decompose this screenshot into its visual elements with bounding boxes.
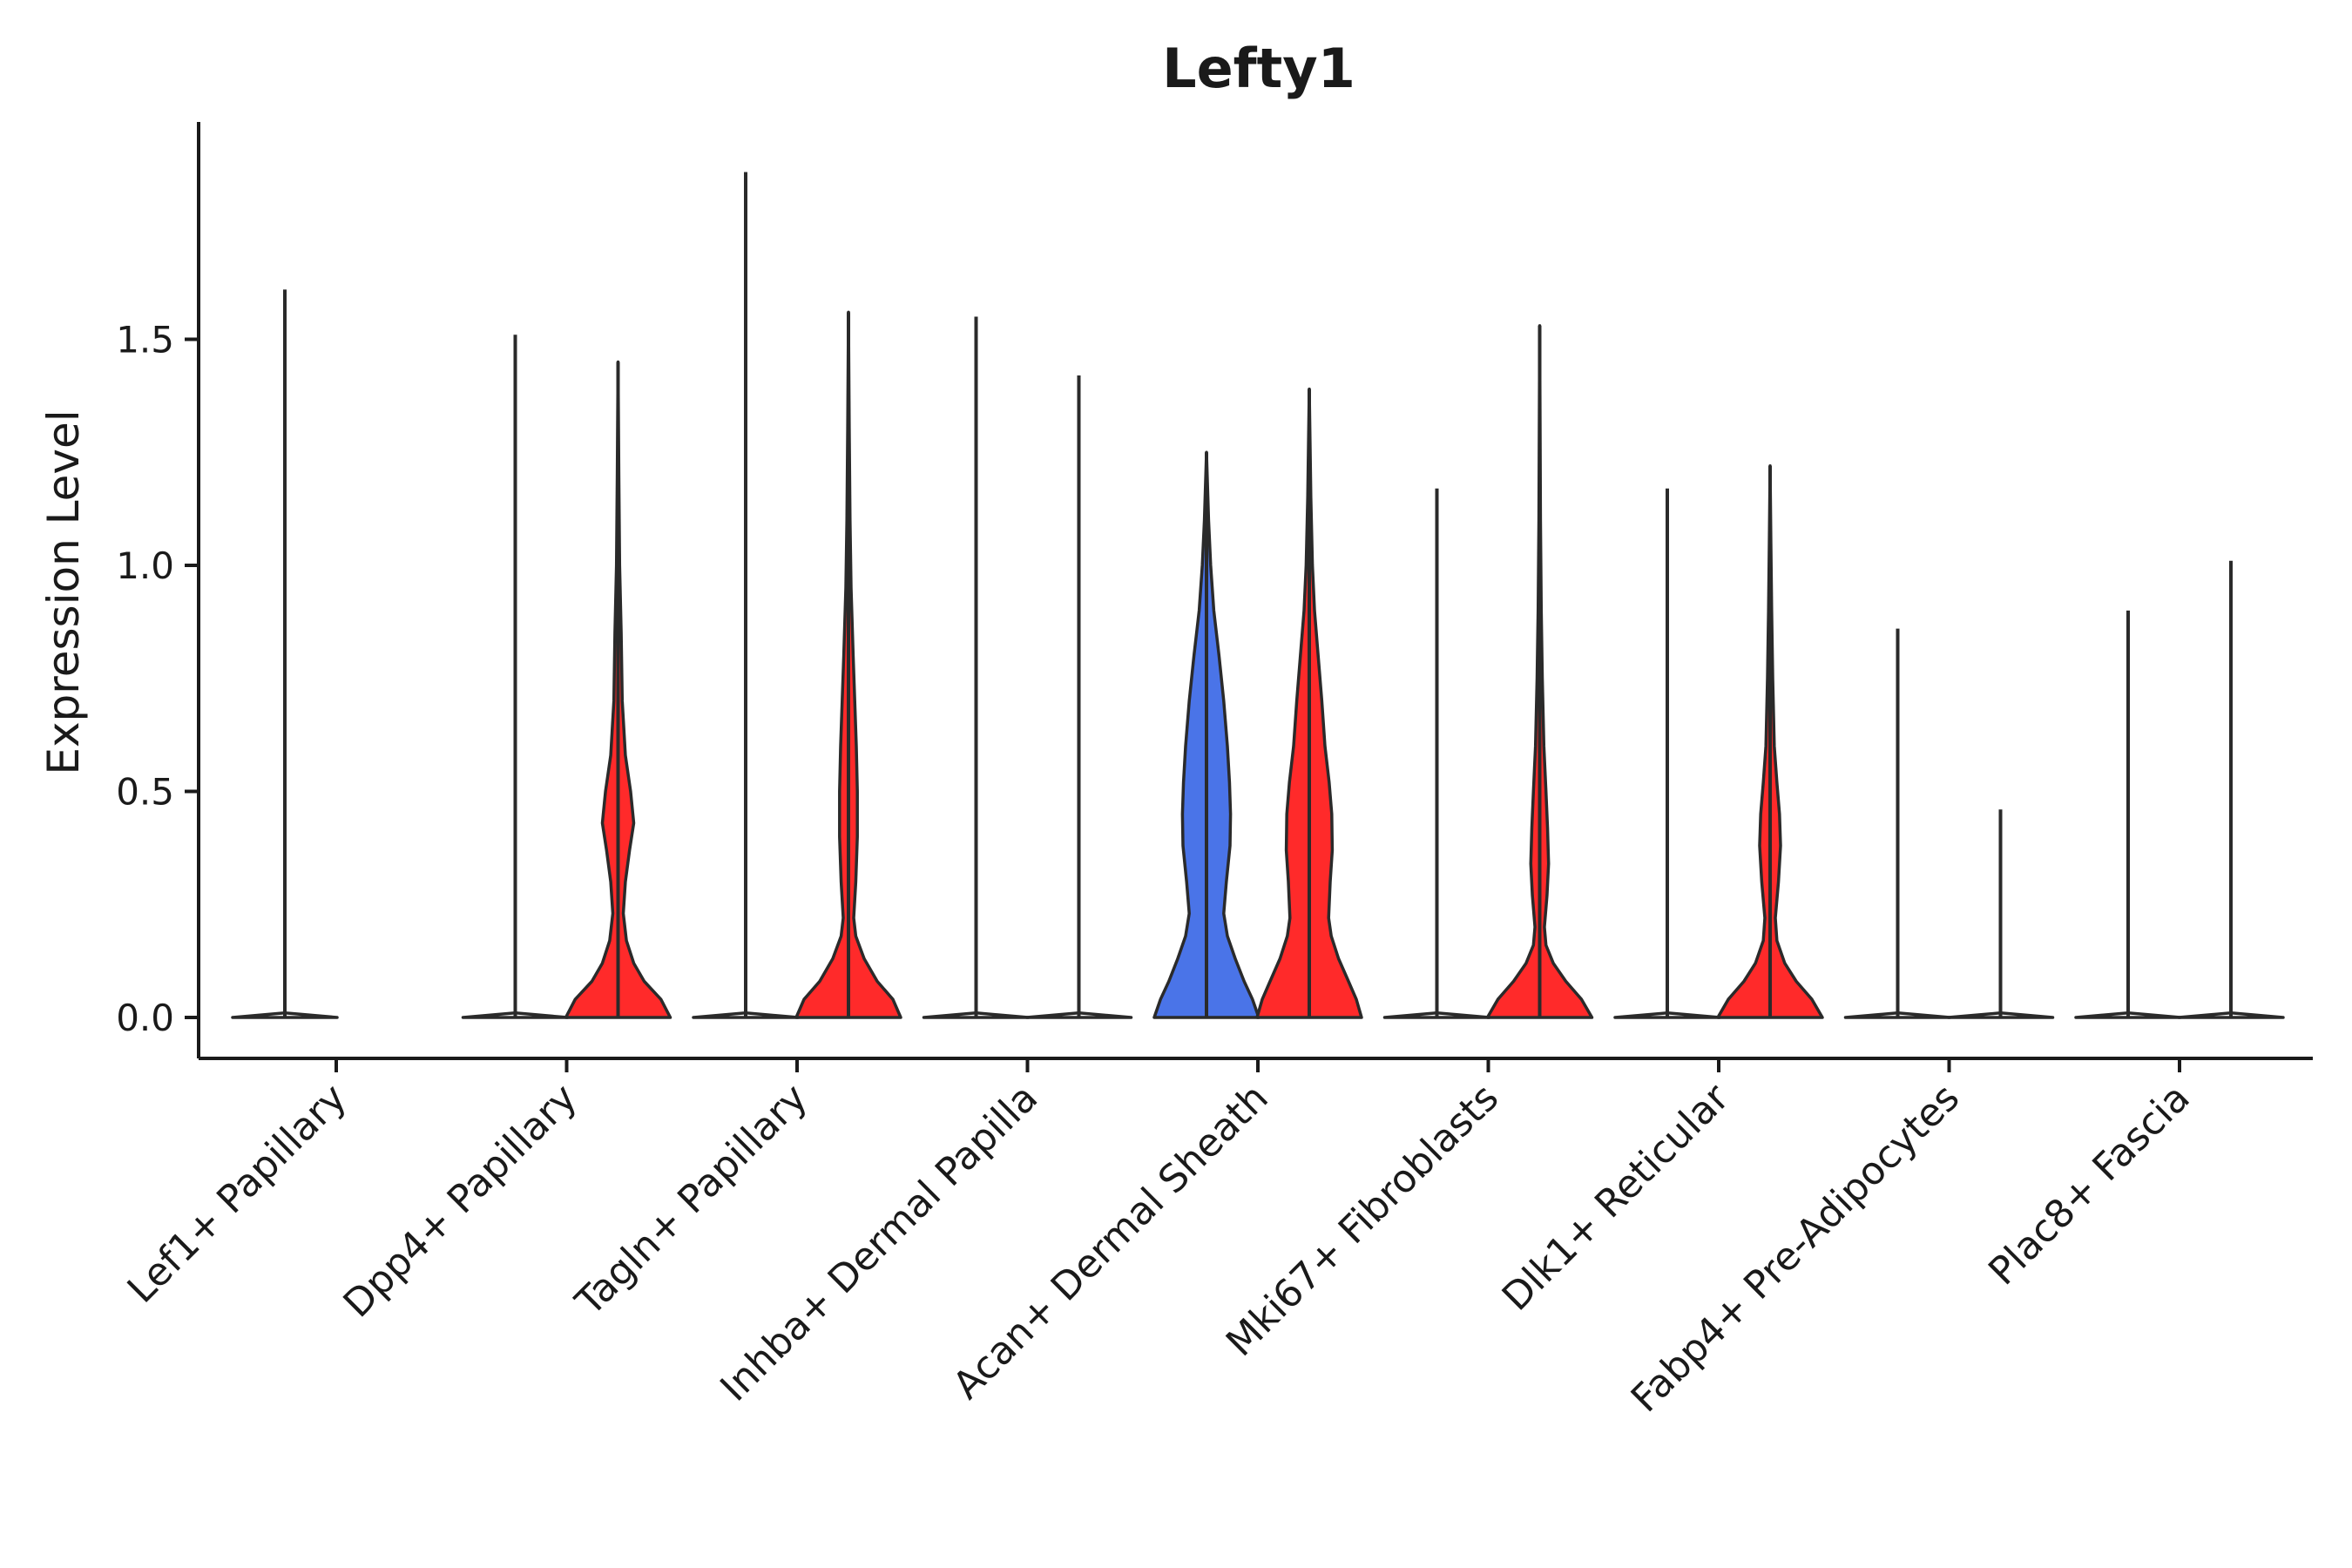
chart-title: Lefty1 (1162, 37, 1355, 100)
y-tick-label: 0.5 (116, 771, 174, 814)
y-ticks-layer: 0.0 0.5 1.0 1.5 (116, 319, 199, 1039)
violins-layer (231, 310, 2285, 1019)
axes-layer (197, 122, 2313, 1060)
y-tick-label: 0.0 (116, 997, 174, 1039)
whiskers-layer (283, 172, 2233, 1017)
x-tick-label-lef1-papillary: Lef1+ Papillary (119, 1076, 355, 1312)
y-axis-label: Expression Level (38, 409, 89, 774)
x-tick-label-dlk1-reticular: Dlk1+ Reticular (1494, 1075, 1739, 1320)
x-tick-label-tagln-papillary: Tagln+ Papillary (567, 1076, 816, 1325)
x-tick-label-plac8-fascia: Plac8+ Fascia (1980, 1076, 2199, 1294)
y-tick-label: 1.0 (116, 544, 174, 587)
x-tick-label-dpp4-papillary: Dpp4+ Papillary (335, 1076, 586, 1327)
y-tick-label: 1.5 (116, 319, 174, 362)
